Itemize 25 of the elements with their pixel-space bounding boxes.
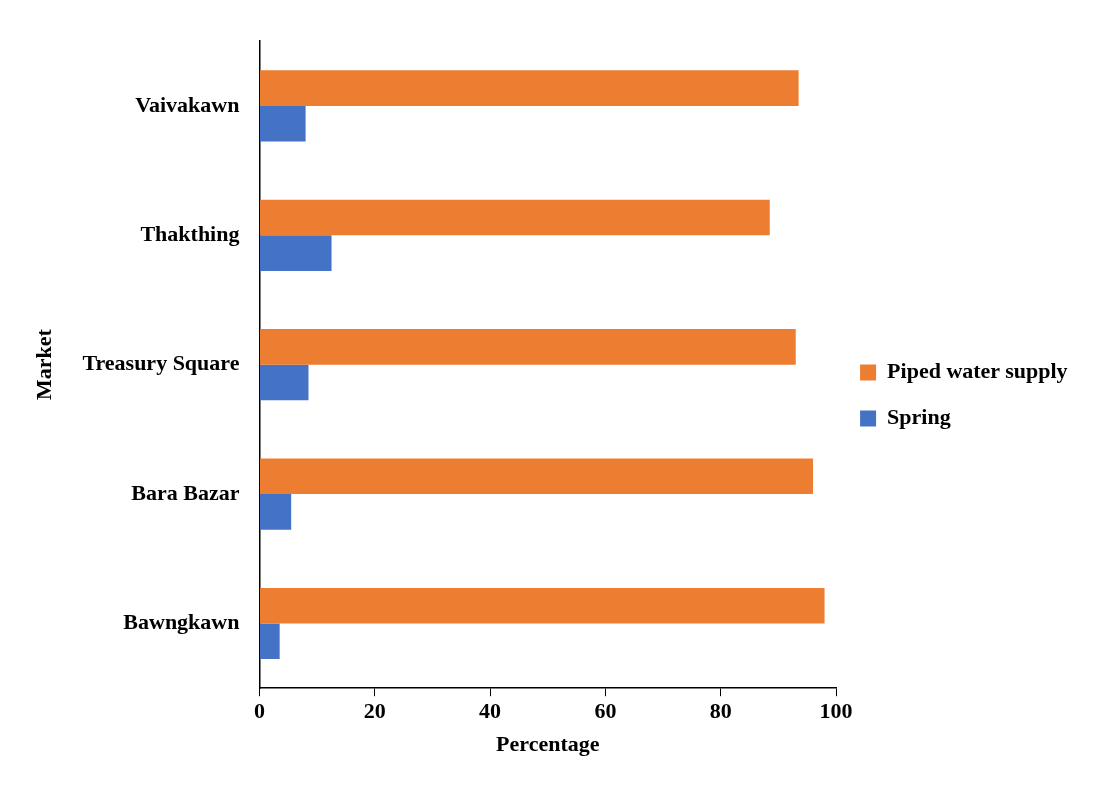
y-tick-label: Bawngkawn <box>123 609 240 635</box>
bar <box>259 458 814 495</box>
y-tick-label: Bara Bazar <box>131 479 240 505</box>
bar <box>259 587 825 624</box>
y-tick-label: Vaivakawn <box>135 91 240 117</box>
bar <box>259 70 799 106</box>
legend-label: Piped water supply <box>887 358 1068 384</box>
y-axis-title: Market <box>30 328 56 401</box>
x-tick-label: 0 <box>253 698 265 724</box>
bar <box>259 235 332 271</box>
bar <box>259 105 306 142</box>
x-tick-label: 100 <box>819 698 853 724</box>
y-tick-label: Treasury Square <box>82 350 240 376</box>
legend-label: Spring <box>887 404 951 430</box>
bar <box>259 199 770 236</box>
x-tick-label: 80 <box>709 698 732 724</box>
bar <box>259 623 280 660</box>
bar <box>259 494 292 530</box>
x-tick-label: 20 <box>363 698 386 724</box>
x-axis-title: Percentage <box>496 731 600 757</box>
bar <box>259 364 309 401</box>
bar <box>259 329 796 365</box>
x-tick-label: 40 <box>479 698 502 724</box>
x-tick-label: 60 <box>594 698 617 724</box>
y-tick-label: Thakthing <box>140 220 240 246</box>
